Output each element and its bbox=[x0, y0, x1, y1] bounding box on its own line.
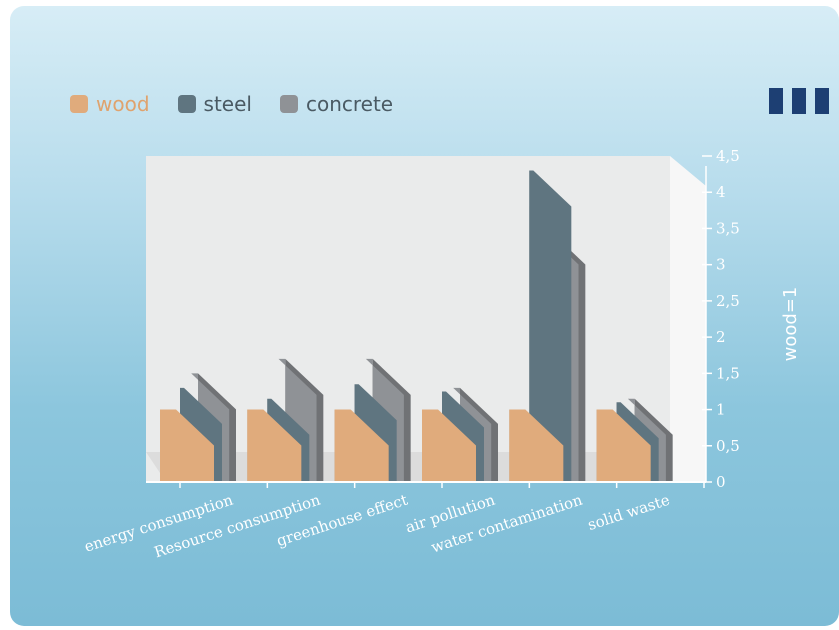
bar-front-wood-3 bbox=[422, 409, 476, 482]
legend-swatch-wood bbox=[70, 95, 88, 113]
bar-front-steel-4 bbox=[529, 170, 572, 482]
y-tick-label-0: 0 bbox=[716, 473, 726, 491]
y-tick-label-1: 0,5 bbox=[716, 437, 740, 455]
legend-item-wood: wood bbox=[70, 92, 150, 116]
y-tick-label-9: 4,5 bbox=[716, 147, 740, 165]
legend-item-steel: steel bbox=[177, 92, 252, 116]
y-tick-label-5: 2,5 bbox=[716, 292, 740, 310]
bar-front-wood-0 bbox=[160, 409, 214, 482]
legend-swatch-steel bbox=[177, 95, 196, 113]
y-tick-label-2: 1 bbox=[716, 401, 726, 419]
legend-item-concrete: concrete bbox=[279, 92, 394, 116]
bar-wood-3 bbox=[422, 409, 476, 482]
y-tick-label-8: 4 bbox=[716, 183, 726, 201]
bar-front-wood-2 bbox=[334, 409, 389, 482]
y-tick-label-6: 3 bbox=[716, 256, 726, 274]
chart-legend: wood steel concrete bbox=[70, 92, 421, 116]
y-tick-label-4: 2 bbox=[716, 328, 726, 346]
bar-wood-4 bbox=[509, 409, 564, 482]
legend-label-wood: wood bbox=[96, 92, 150, 116]
plot-side-wall bbox=[670, 156, 706, 482]
y-tick-label-7: 3,5 bbox=[716, 219, 740, 237]
bar-front-wood-1 bbox=[247, 409, 302, 482]
bar-steel-4 bbox=[529, 170, 572, 482]
y-tick-label-3: 1,5 bbox=[716, 364, 740, 382]
bar-stroke-3 bbox=[815, 88, 829, 114]
bar-wood-0 bbox=[160, 409, 214, 482]
bar-stroke-2 bbox=[792, 88, 806, 114]
bar-wood-5 bbox=[596, 409, 651, 482]
bar-stroke-1 bbox=[769, 88, 783, 114]
legend-label-steel: steel bbox=[203, 92, 252, 116]
legend-swatch-concrete bbox=[279, 95, 298, 113]
x-tick-label-5: solid waste bbox=[585, 491, 672, 534]
x-tick-label-4: water contamination bbox=[429, 491, 585, 557]
bar-wood-1 bbox=[247, 409, 302, 482]
bar-wood-2 bbox=[334, 409, 389, 482]
three-bars-icon[interactable] bbox=[769, 88, 839, 114]
bar-front-wood-4 bbox=[509, 409, 564, 482]
bar-front-wood-5 bbox=[596, 409, 651, 482]
legend-label-concrete: concrete bbox=[305, 92, 394, 116]
